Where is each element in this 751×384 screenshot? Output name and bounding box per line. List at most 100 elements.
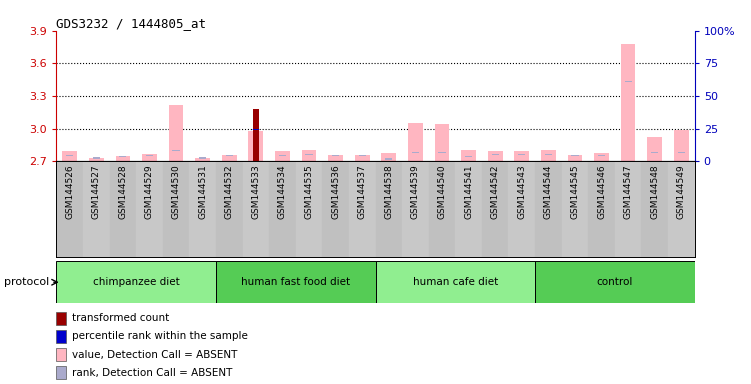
- Bar: [169, 105, 183, 161]
- Text: human cafe diet: human cafe diet: [412, 277, 498, 287]
- Bar: [455, 161, 482, 257]
- Bar: [119, 156, 126, 157]
- Text: GSM144534: GSM144534: [278, 164, 287, 219]
- Bar: [435, 124, 449, 161]
- Bar: [216, 161, 243, 257]
- Bar: [92, 157, 100, 159]
- Text: GSM144526: GSM144526: [65, 164, 74, 219]
- Bar: [568, 155, 582, 161]
- Bar: [541, 151, 556, 161]
- Text: GSM144537: GSM144537: [357, 164, 366, 219]
- Bar: [674, 130, 689, 161]
- Bar: [322, 161, 349, 257]
- Bar: [349, 161, 376, 257]
- Bar: [492, 154, 499, 155]
- Bar: [62, 152, 77, 161]
- Text: GSM144530: GSM144530: [171, 164, 180, 219]
- Bar: [296, 161, 322, 257]
- Bar: [625, 81, 632, 83]
- Bar: [269, 161, 296, 257]
- Bar: [56, 330, 66, 343]
- Text: control: control: [597, 277, 633, 287]
- Text: GSM144538: GSM144538: [385, 164, 394, 219]
- Bar: [253, 129, 259, 130]
- Bar: [56, 261, 216, 303]
- Bar: [249, 131, 263, 161]
- Text: value, Detection Call = ABSENT: value, Detection Call = ABSENT: [71, 349, 237, 360]
- Bar: [677, 152, 685, 153]
- Bar: [328, 155, 343, 161]
- Text: GSM144533: GSM144533: [252, 164, 261, 219]
- Text: GSM144543: GSM144543: [517, 164, 526, 219]
- Bar: [439, 152, 445, 153]
- Bar: [275, 152, 290, 161]
- Bar: [594, 152, 609, 161]
- Bar: [544, 154, 552, 155]
- Bar: [110, 161, 136, 257]
- Text: protocol: protocol: [4, 277, 49, 287]
- Text: percentile rank within the sample: percentile rank within the sample: [71, 331, 248, 341]
- Bar: [195, 158, 210, 161]
- Text: GDS3232 / 1444805_at: GDS3232 / 1444805_at: [56, 17, 207, 30]
- Bar: [429, 161, 455, 257]
- Text: GSM144536: GSM144536: [331, 164, 340, 219]
- Bar: [252, 129, 259, 130]
- Bar: [306, 154, 312, 155]
- Bar: [136, 161, 163, 257]
- Bar: [598, 155, 605, 156]
- Bar: [621, 44, 635, 161]
- Text: GSM144545: GSM144545: [571, 164, 580, 219]
- Bar: [89, 158, 104, 161]
- Bar: [382, 152, 396, 161]
- Bar: [116, 156, 130, 161]
- Bar: [56, 311, 66, 325]
- Bar: [465, 156, 472, 157]
- Text: GSM144548: GSM144548: [650, 164, 659, 219]
- Text: GSM144542: GSM144542: [490, 164, 499, 218]
- Text: GSM144532: GSM144532: [225, 164, 234, 219]
- Bar: [651, 152, 659, 153]
- Bar: [376, 161, 402, 257]
- Bar: [402, 161, 429, 257]
- Text: GSM144549: GSM144549: [677, 164, 686, 219]
- Bar: [385, 158, 393, 160]
- Bar: [535, 161, 562, 257]
- Bar: [222, 155, 237, 161]
- Bar: [412, 152, 419, 153]
- Text: GSM144541: GSM144541: [464, 164, 473, 219]
- Bar: [216, 261, 376, 303]
- Text: GSM144539: GSM144539: [411, 164, 420, 219]
- Bar: [376, 261, 535, 303]
- Bar: [56, 161, 83, 257]
- Bar: [508, 161, 535, 257]
- Text: GSM144540: GSM144540: [438, 164, 447, 219]
- Bar: [142, 154, 157, 161]
- Bar: [535, 261, 695, 303]
- Bar: [302, 151, 316, 161]
- Bar: [56, 348, 66, 361]
- Text: GSM144535: GSM144535: [304, 164, 313, 219]
- Bar: [243, 161, 269, 257]
- Bar: [199, 157, 207, 159]
- Bar: [163, 161, 189, 257]
- Bar: [252, 109, 259, 161]
- Bar: [647, 137, 662, 161]
- Bar: [615, 161, 641, 257]
- Bar: [225, 155, 233, 156]
- Bar: [189, 161, 216, 257]
- Bar: [358, 155, 366, 156]
- Text: GSM144544: GSM144544: [544, 164, 553, 218]
- Text: rank, Detection Call = ABSENT: rank, Detection Call = ABSENT: [71, 368, 232, 378]
- Bar: [408, 123, 423, 161]
- Text: transformed count: transformed count: [71, 313, 169, 323]
- Bar: [641, 161, 668, 257]
- Bar: [668, 161, 695, 257]
- Text: chimpanzee diet: chimpanzee diet: [92, 277, 179, 287]
- Text: GSM144546: GSM144546: [597, 164, 606, 219]
- Bar: [572, 155, 578, 156]
- Text: GSM144529: GSM144529: [145, 164, 154, 219]
- Bar: [83, 161, 110, 257]
- Text: GSM144531: GSM144531: [198, 164, 207, 219]
- Bar: [56, 366, 66, 379]
- Bar: [279, 155, 286, 156]
